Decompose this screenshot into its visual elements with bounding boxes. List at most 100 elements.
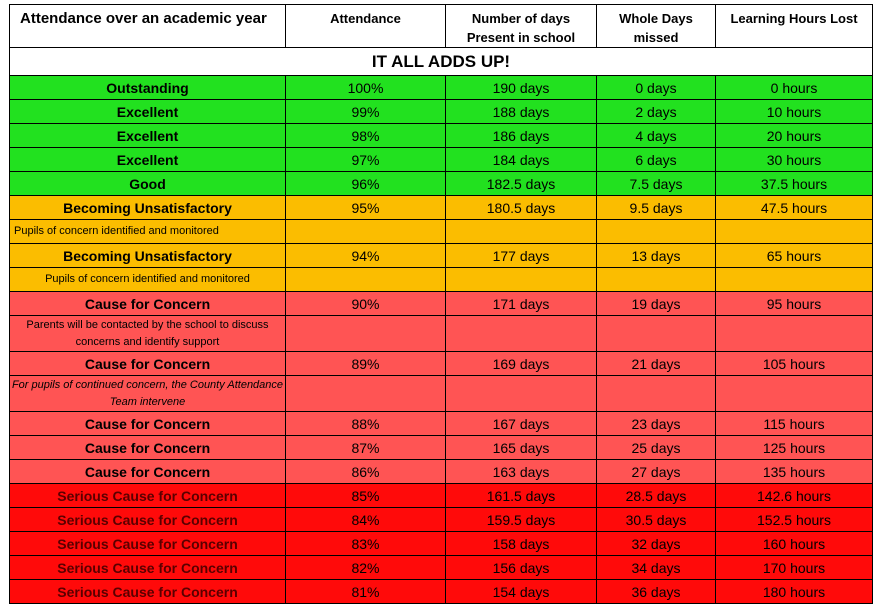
days-missed-cell: 25 days [596,435,716,460]
days-present-cell: 169 days [445,351,597,376]
empty-cell [596,267,716,292]
days-missed-cell: 32 days [596,531,716,556]
empty-cell [445,315,597,352]
table-row: Becoming Unsatisfactory 94% 177 days 13 day… [9,243,873,268]
days-present-cell: 159.5 days [445,507,597,532]
table-row: Serious Cause for Concern 82% 156 days 34 d… [9,555,873,580]
hours-lost-cell: 115 hours [715,411,873,436]
header-days-missed: Whole Days missed [596,4,716,48]
days-present-cell: 154 days [445,579,597,604]
hours-lost-cell: 37.5 hours [715,171,873,196]
empty-cell [285,267,446,292]
hours-lost-cell: 95 hours [715,291,873,316]
table-row: Serious Cause for Concern 84% 159.5 days 30… [9,507,873,532]
days-missed-cell: 13 days [596,243,716,268]
note-text: Pupils of concern identified and monitor… [9,219,286,244]
category-cell: Cause for Concern [9,411,286,436]
empty-cell [285,315,446,352]
table-row: Cause for Concern 87% 165 days 25 days 125 h… [9,435,873,460]
category-cell: Excellent [9,147,286,172]
category-cell: Serious Cause for Concern [9,531,286,556]
category-cell: Becoming Unsatisfactory [9,243,286,268]
category-cell: Good [9,171,286,196]
attendance-cell: 99% [285,99,446,124]
days-missed-cell: 23 days [596,411,716,436]
days-missed-cell: 9.5 days [596,195,716,220]
days-present-cell: 156 days [445,555,597,580]
attendance-cell: 86% [285,459,446,484]
empty-cell [445,375,597,412]
days-missed-cell: 19 days [596,291,716,316]
empty-cell [596,375,716,412]
days-present-cell: 165 days [445,435,597,460]
hours-lost-cell: 152.5 hours [715,507,873,532]
days-missed-cell: 21 days [596,351,716,376]
days-missed-cell: 2 days [596,99,716,124]
days-present-cell: 184 days [445,147,597,172]
table-row: Excellent 97% 184 days 6 days 30 hours [9,147,873,172]
attendance-cell: 82% [285,555,446,580]
days-present-cell: 161.5 days [445,483,597,508]
table-row: Excellent 98% 186 days 4 days 20 hours [9,123,873,148]
table-row: Serious Cause for Concern 81% 154 days 36 d… [9,579,873,604]
empty-cell [715,219,873,244]
empty-cell [285,375,446,412]
hours-lost-cell: 65 hours [715,243,873,268]
attendance-cell: 81% [285,579,446,604]
days-missed-cell: 7.5 days [596,171,716,196]
empty-cell [285,219,446,244]
note-text: Pupils of concern identified and monitor… [9,267,286,292]
header-days-present: Number of days Present in school [445,4,597,48]
category-cell: Cause for Concern [9,291,286,316]
days-present-cell: 186 days [445,123,597,148]
days-present-cell: 182.5 days [445,171,597,196]
note-row: For pupils of continued concern, the Cou… [9,375,873,412]
attendance-cell: 90% [285,291,446,316]
hours-lost-cell: 142.6 hours [715,483,873,508]
days-missed-cell: 4 days [596,123,716,148]
category-cell: Excellent [9,123,286,148]
table-row: Cause for Concern 86% 163 days 27 days 135 h… [9,459,873,484]
empty-cell [445,219,597,244]
category-cell: Serious Cause for Concern [9,555,286,580]
attendance-cell: 83% [285,531,446,556]
hours-lost-cell: 10 hours [715,99,873,124]
empty-cell [596,219,716,244]
days-present-cell: 190 days [445,75,597,100]
days-missed-cell: 34 days [596,555,716,580]
category-cell: Cause for Concern [9,459,286,484]
attendance-cell: 94% [285,243,446,268]
hours-lost-cell: 125 hours [715,435,873,460]
attendance-cell: 95% [285,195,446,220]
attendance-cell: 84% [285,507,446,532]
days-missed-cell: 27 days [596,459,716,484]
attendance-cell: 97% [285,147,446,172]
note-row: Parents will be contacted by the school … [9,315,873,352]
days-missed-cell: 6 days [596,147,716,172]
category-cell: Serious Cause for Concern [9,579,286,604]
hours-lost-cell: 0 hours [715,75,873,100]
header-attendance: Attendance [285,4,446,48]
attendance-cell: 87% [285,435,446,460]
header-category: Attendance over an academic year [9,4,286,48]
hours-lost-cell: 170 hours [715,555,873,580]
attendance-cell: 89% [285,351,446,376]
table-row: Cause for Concern 89% 169 days 21 days 105 h… [9,351,873,376]
empty-cell [445,267,597,292]
table-row: Cause for Concern 90% 171 days 19 days 95 ho… [9,291,873,316]
days-missed-cell: 28.5 days [596,483,716,508]
days-present-cell: 163 days [445,459,597,484]
category-cell: Cause for Concern [9,435,286,460]
table-row: Cause for Concern 88% 167 days 23 days 115 h… [9,411,873,436]
attendance-cell: 88% [285,411,446,436]
hours-lost-cell: 20 hours [715,123,873,148]
table-row: Serious Cause for Concern 85% 161.5 days 28… [9,483,873,508]
banner-row: IT ALL ADDS UP! [9,47,873,76]
days-present-cell: 188 days [445,99,597,124]
days-present-cell: 171 days [445,291,597,316]
note-row: Pupils of concern identified and monitor… [9,267,873,292]
empty-cell [715,375,873,412]
attendance-cell: 98% [285,123,446,148]
header-hours-lost: Learning Hours Lost [715,4,873,48]
note-text: Parents will be contacted by the school … [9,315,286,352]
